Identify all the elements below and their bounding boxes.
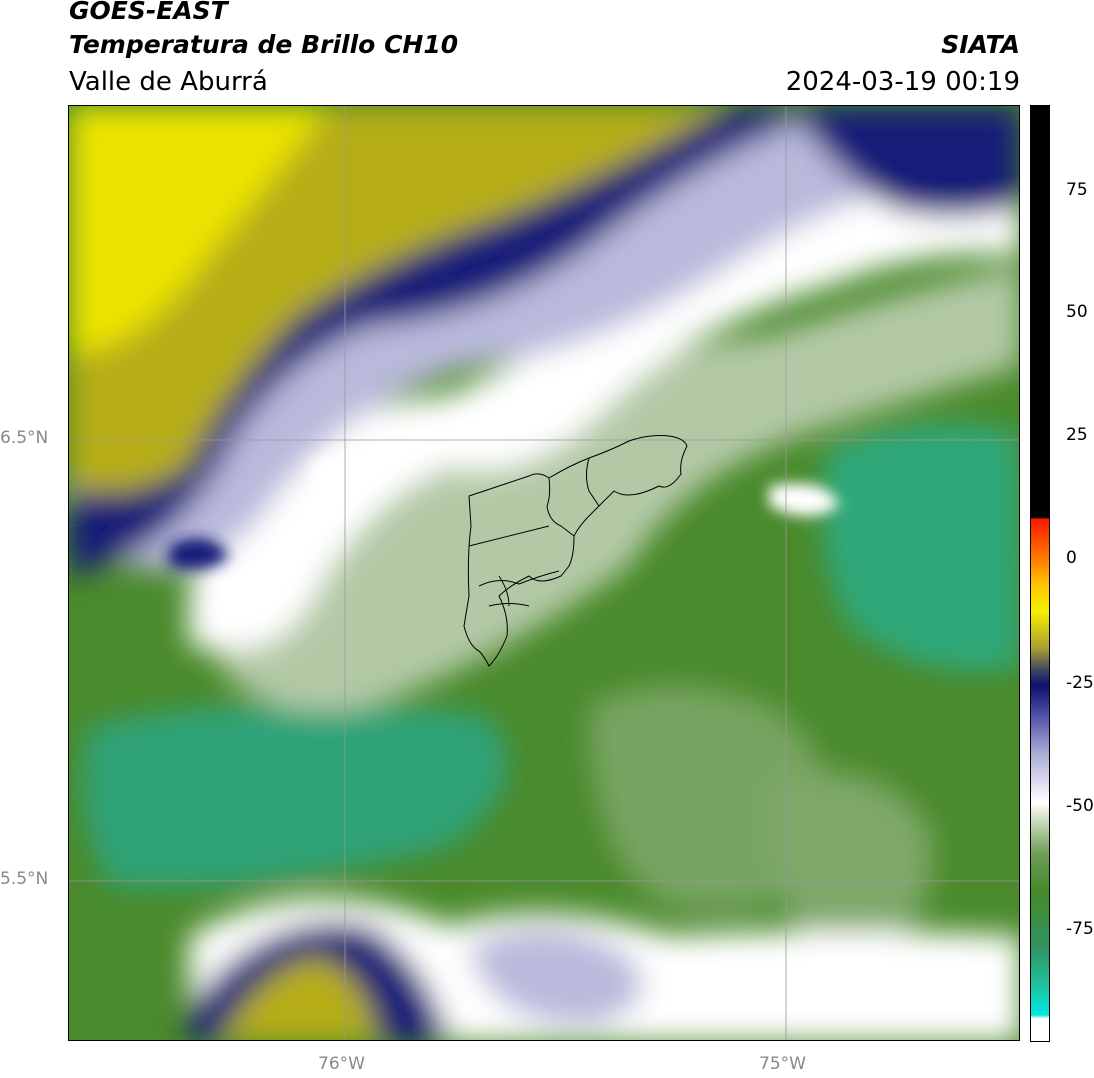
boundary-1 xyxy=(546,477,575,537)
colorbar-tick-25: 25 xyxy=(1066,425,1088,445)
x-tick-76w: 76°W xyxy=(318,1054,365,1074)
municipality-boundaries xyxy=(463,435,688,667)
boundary-5 xyxy=(498,575,510,607)
datetime-label: 2024-03-19 00:19 xyxy=(785,67,1020,97)
temperature-colorbar xyxy=(1030,105,1050,1042)
cloud-field xyxy=(69,106,1019,1040)
region-label: Valle de Aburrá xyxy=(69,67,268,97)
colorbar-tick-minus50: -50 xyxy=(1066,796,1094,816)
colorbar-tick-0: 0 xyxy=(1066,548,1077,568)
colorbar-tick-minus25: -25 xyxy=(1066,673,1094,693)
y-tick-6-5n: 6.5°N xyxy=(0,428,49,448)
colorbar-tick-minus75: -75 xyxy=(1066,919,1094,939)
y-tick-5-5n: 5.5°N xyxy=(0,869,49,889)
colorbar-tick-50: 50 xyxy=(1066,302,1088,322)
cloud-details xyxy=(169,451,839,570)
product-title: Temperatura de Brillo CH10 xyxy=(69,30,459,59)
boundary-2 xyxy=(586,457,600,507)
source-label: SIATA xyxy=(941,30,1020,59)
valley-outline xyxy=(463,435,688,667)
colorbar-tick-75: 75 xyxy=(1066,180,1088,200)
boundary-3 xyxy=(478,570,560,587)
boundary-6 xyxy=(468,525,550,547)
satellite-title: GOES-EAST xyxy=(69,0,228,25)
brightness-temperature-map xyxy=(68,105,1020,1041)
x-tick-75w: 75°W xyxy=(759,1054,806,1074)
